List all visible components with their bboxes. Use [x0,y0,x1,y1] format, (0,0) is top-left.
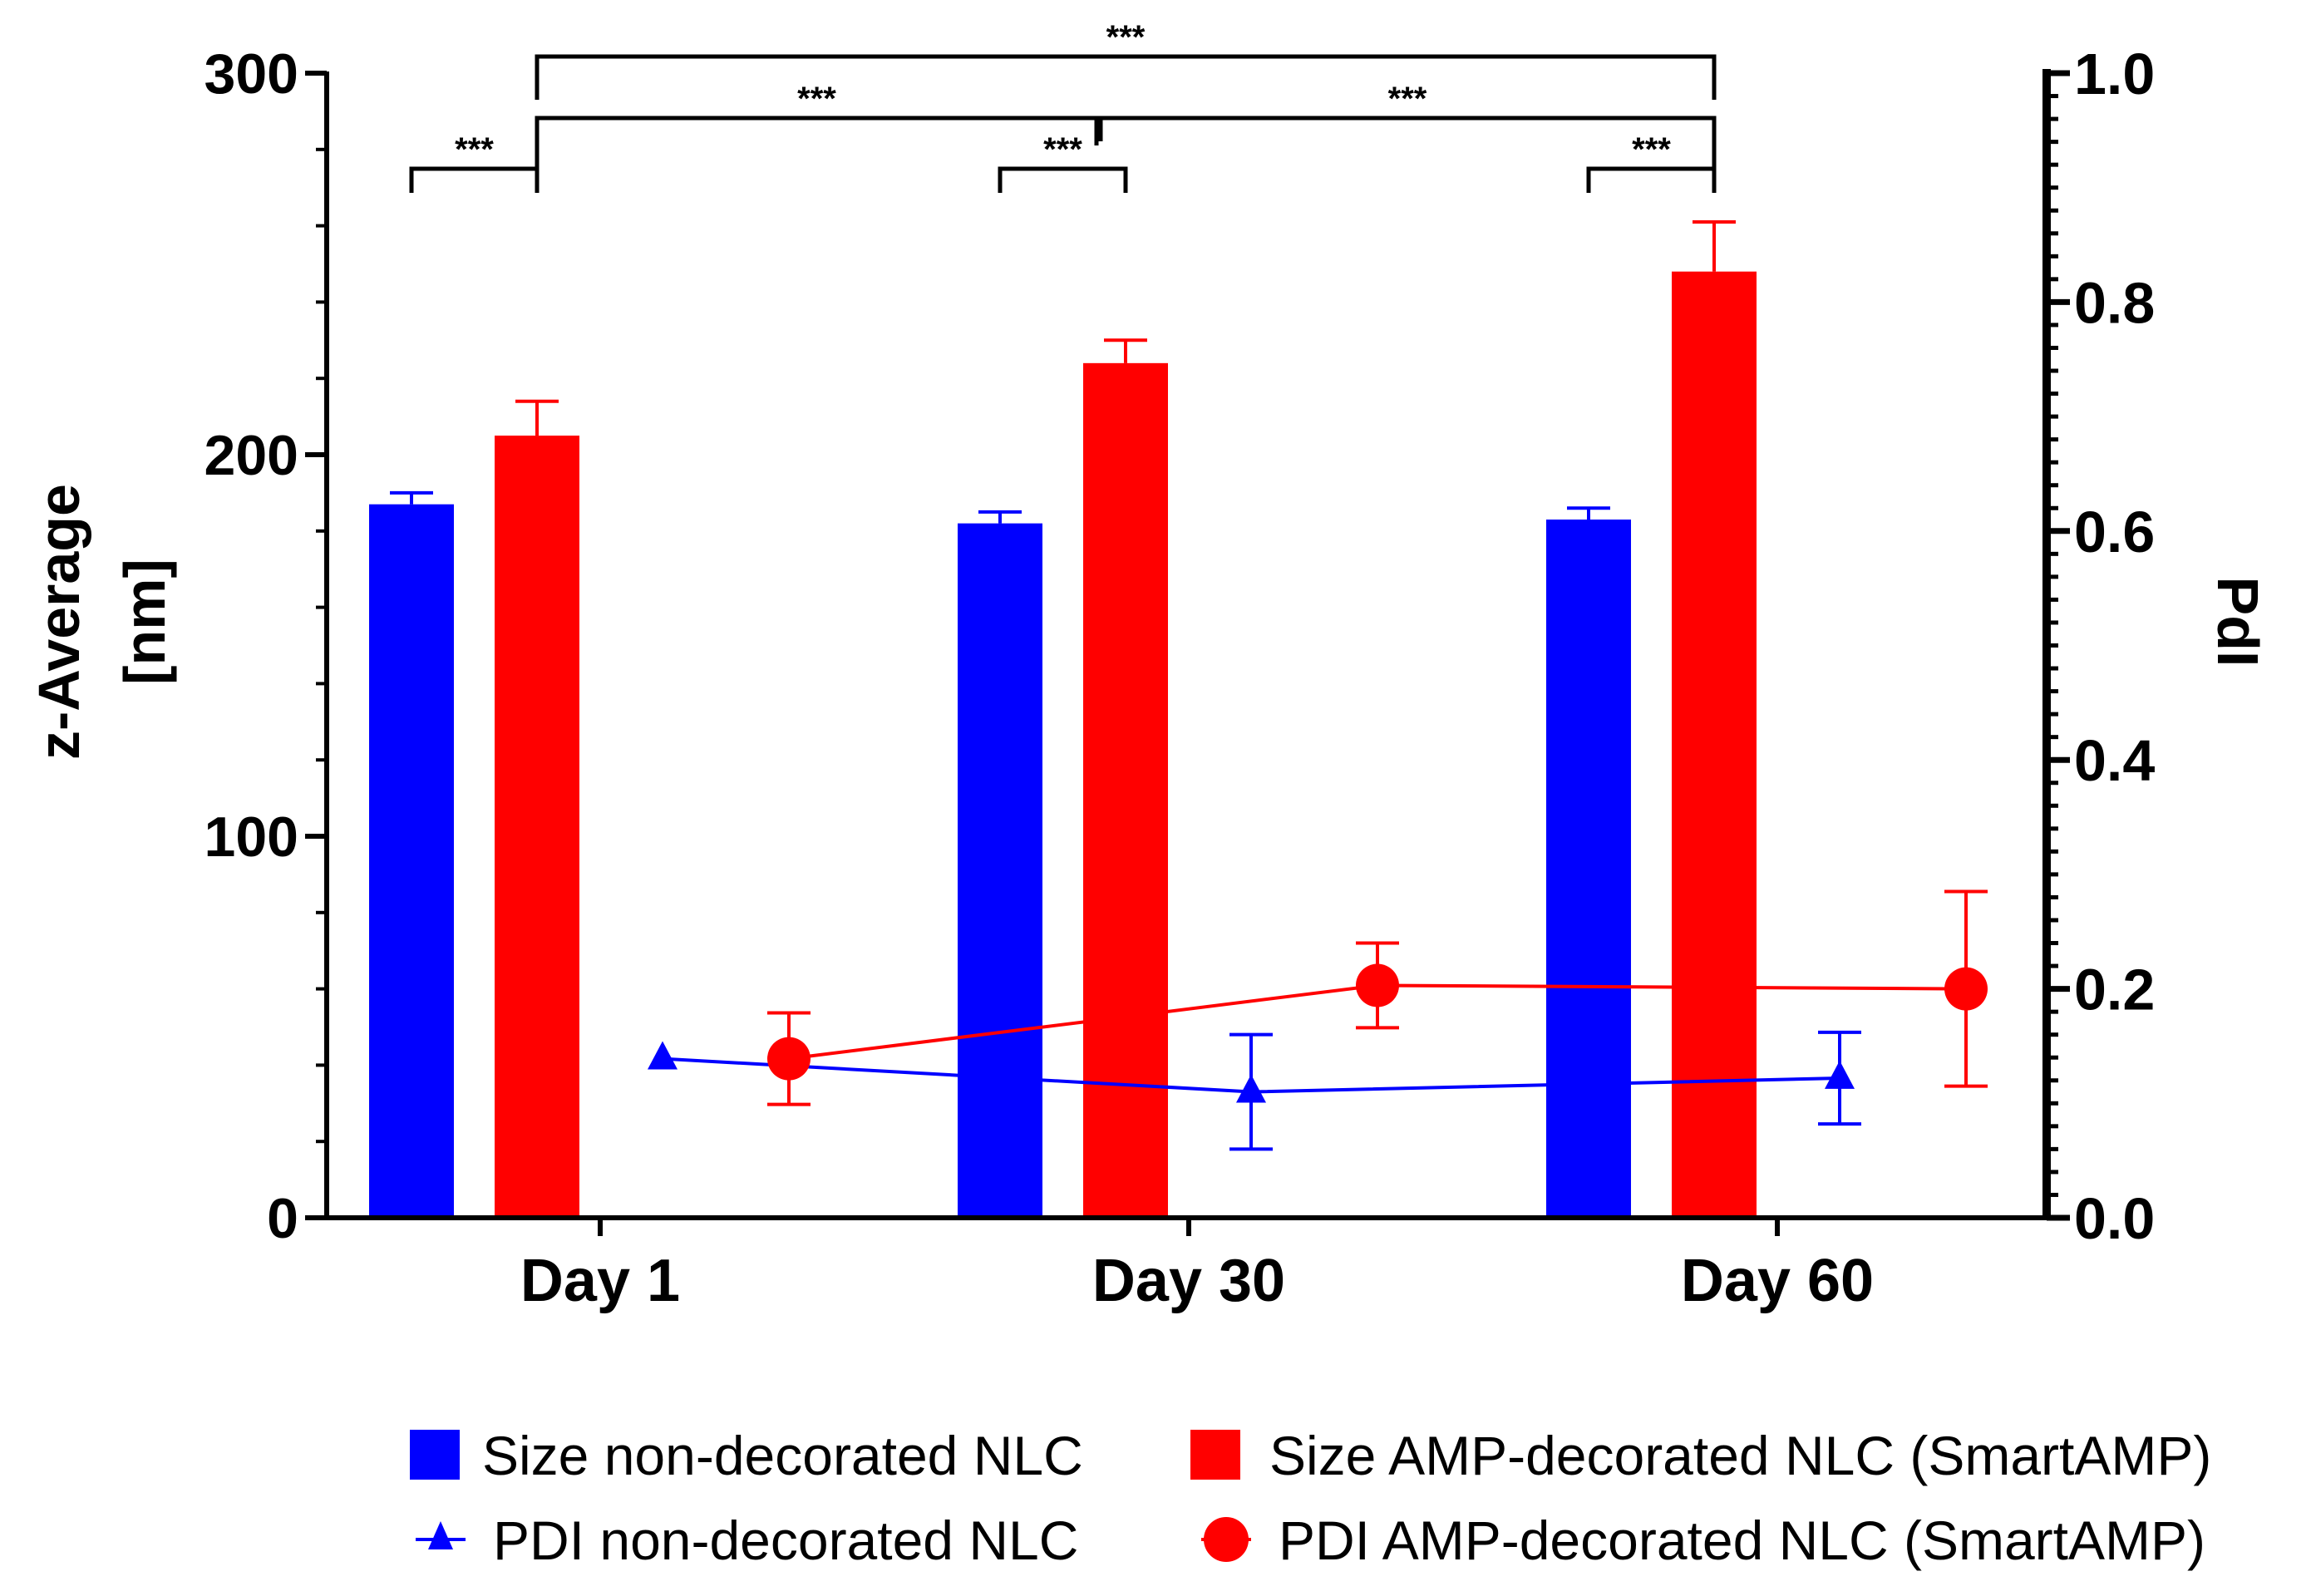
legend-circle-marker [1204,1517,1249,1562]
left-tick-label: 200 [204,424,298,487]
right-tick-label: 0.4 [2074,728,2155,793]
right-tick-label: 1.0 [2074,42,2155,106]
legend-label: PDI AMP-decorated NLC (SmartAMP) [1279,1510,2205,1571]
right-tick-label: 0.8 [2074,270,2155,335]
right-axis-title: PdI [2205,577,2270,667]
legend-swatch [410,1430,460,1480]
significance-bracket [1586,166,1717,193]
significance-label: *** [455,131,494,168]
significance-bracket [998,166,1128,193]
significance-bracket [535,54,1717,100]
significance-label: *** [1388,81,1427,117]
left-tick-label: 100 [204,805,298,869]
legend-label: Size AMP-decorated NLC (SmartAMP) [1269,1425,2211,1486]
pdi-point-triangle [1236,1074,1266,1103]
significance-bracket [1098,116,1717,169]
bar [1083,362,1168,1219]
legend-swatch [1190,1430,1240,1480]
significance-bracket [409,166,540,193]
right-tick-label: 0.6 [2074,500,2155,564]
pdi-point-triangle [1825,1060,1855,1089]
bar [1672,271,1757,1219]
legend-label: PDI non-decorated NLC [493,1510,1078,1571]
left-axis-title-line1: z-Average [27,484,91,760]
pdi-point-circle [1944,967,1988,1011]
left-axis-title: z-Average [nm] [27,484,177,760]
significance-label: *** [1632,131,1671,168]
right-tick-label: 0.2 [2074,958,2155,1022]
bar [495,436,579,1218]
legend-label: Size non-decorated NLC [482,1425,1083,1486]
bar [369,504,454,1218]
right-axis-title-text: PdI [2205,577,2270,667]
significance-label: *** [1043,131,1082,168]
left-axis-title-line2: [nm] [112,559,177,685]
x-category-label: Day 1 [520,1248,680,1314]
left-tick-label: 300 [204,42,298,106]
left-tick-label: 0 [267,1187,298,1250]
significance-label: *** [1106,19,1146,56]
pdi-point-circle [1356,963,1399,1007]
significance-label: *** [797,81,836,117]
x-category-label: Day 30 [1092,1248,1285,1314]
bar [1546,520,1631,1218]
legend-triangle-marker [428,1521,453,1549]
significance-bracket [535,116,1099,169]
pdi-point-circle [767,1037,811,1081]
pdi-point-triangle [648,1041,678,1070]
x-category-label: Day 60 [1681,1248,1874,1314]
bar [958,523,1042,1218]
right-tick-label: 0.0 [2074,1186,2155,1251]
